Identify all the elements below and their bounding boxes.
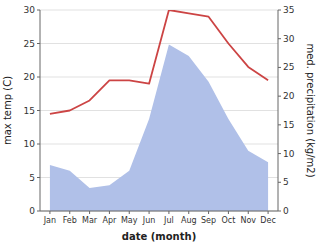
y2-tick — [278, 38, 281, 39]
x-tick — [49, 211, 50, 214]
x-tick-label: Aug — [181, 216, 197, 225]
y-tick-label: 10 — [24, 139, 36, 149]
y-tick-label: 0 — [29, 206, 35, 216]
grid-line — [40, 211, 278, 212]
x-tick — [129, 211, 130, 214]
grid-line — [40, 77, 278, 78]
y2-tick — [278, 124, 281, 125]
y2-tick-label: 10 — [283, 149, 295, 159]
x-tick-label: Feb — [63, 216, 77, 225]
y-tick-label: 5 — [29, 173, 35, 183]
x-tick-label: Dec — [260, 216, 275, 225]
y2-tick — [278, 96, 281, 97]
y2-tick-label: 35 — [283, 5, 294, 15]
precipitation-area — [50, 44, 268, 211]
y2-tick — [278, 211, 281, 212]
y2-tick — [278, 10, 281, 11]
temperature-line — [50, 10, 268, 114]
y-tick-label: 25 — [24, 39, 35, 49]
y2-tick-label: 0 — [283, 206, 289, 216]
y2-tick-label: 20 — [283, 91, 295, 101]
x-tick-label: Jun — [142, 216, 156, 225]
y-tick-label: 15 — [24, 106, 35, 116]
grid-line — [40, 10, 278, 11]
y-tick-label: 30 — [24, 5, 36, 15]
y-tick — [37, 43, 40, 44]
x-tick — [248, 211, 249, 214]
x-tick-label: Jul — [163, 216, 174, 225]
y2-axis-line — [278, 10, 279, 211]
y-tick-label: 20 — [24, 72, 36, 82]
x-tick-label: Oct — [221, 216, 235, 225]
x-tick-label: May — [121, 216, 138, 225]
x-tick-label: Nov — [240, 216, 256, 225]
chart: 0 5 10 15 20 25 30 0 5 10 15 20 25 30 35 Jan Feb Mar Apr Ma… — [0, 0, 318, 247]
x-tick — [268, 211, 269, 214]
y2-tick-label: 5 — [283, 177, 289, 187]
y2-tick-label: 30 — [283, 34, 295, 44]
x-tick-label: Jan — [43, 216, 56, 225]
x-tick — [149, 211, 150, 214]
y-tick — [37, 177, 40, 178]
x-tick — [109, 211, 110, 214]
y-tick — [37, 144, 40, 145]
y-tick — [37, 77, 40, 78]
x-tick — [89, 211, 90, 214]
y-tick — [37, 110, 40, 111]
x-tick — [168, 211, 169, 214]
y-tick — [37, 10, 40, 11]
y-tick — [37, 211, 40, 212]
x-tick-label: Mar — [82, 216, 98, 225]
y2-tick — [278, 67, 281, 68]
x-tick — [188, 211, 189, 214]
x-tick-label: Apr — [102, 216, 117, 225]
x-tick — [69, 211, 70, 214]
x-axis-line — [40, 211, 278, 212]
y-axis-label: max temp (C) — [2, 76, 13, 145]
y2-tick-label: 25 — [283, 62, 294, 72]
plot-area — [50, 10, 268, 211]
y2-tick-label: 15 — [283, 120, 294, 130]
y2-tick — [278, 182, 281, 183]
x-tick — [228, 211, 229, 214]
y2-tick — [278, 153, 281, 154]
x-tick-label: Sep — [201, 216, 216, 225]
y2-axis-label: med. precipitation (kg/m2) — [305, 43, 316, 177]
x-tick — [208, 211, 209, 214]
x-axis-label: date (month) — [122, 231, 196, 242]
